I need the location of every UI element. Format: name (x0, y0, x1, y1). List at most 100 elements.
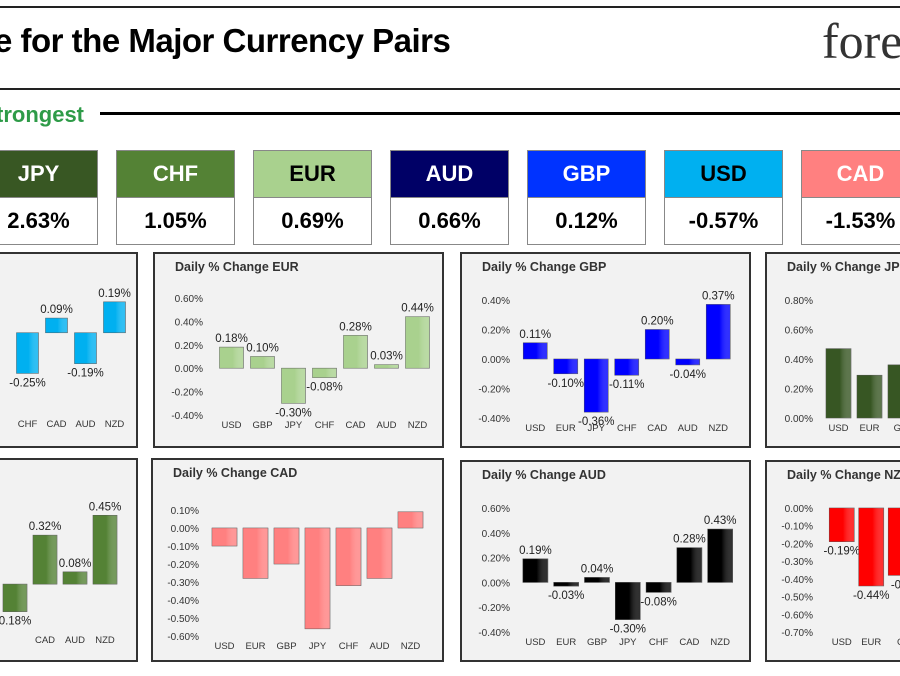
data-label: -0.10% (548, 378, 584, 390)
bar-shine (707, 529, 733, 583)
chart-panel-gbp: 0.40% 0.20% 0.00% -0.20% -0.40% 0.11% USD -0.10… (460, 252, 751, 448)
ranking-code: CHF (117, 151, 234, 197)
x-tick-label: NZD (105, 419, 125, 430)
ranking-value: 1.05% (117, 197, 234, 244)
chart-cad: 0.10% 0.00% -0.10% -0.20% -0.30% -0.40% -0.50%… (167, 506, 424, 652)
x-tick-label: CAD (679, 637, 699, 648)
x-tick-label: JPY (309, 641, 327, 652)
y-tick-label: 0.40% (482, 529, 510, 540)
ranking-box-jpy: JPY 2.63% (0, 150, 98, 245)
data-label: -0.03% (548, 590, 584, 602)
ranking-code: JPY (0, 151, 97, 197)
x-tick-label: GBP (276, 641, 296, 652)
x-tick-label: JPY (285, 420, 303, 431)
data-label: 0.18% (0, 616, 31, 628)
data-label: -0.04% (670, 369, 706, 381)
y-tick-label: 0.60% (175, 294, 203, 305)
chart-panel-cad: 0.10% 0.00% -0.10% -0.20% -0.30% -0.40% -0.50%… (151, 458, 444, 662)
y-tick-label: -0.30% (167, 578, 199, 589)
data-label: 0.03% (370, 351, 403, 363)
data-label: -0.11% (609, 379, 645, 391)
x-tick-label: EUR (859, 423, 879, 434)
y-tick-label: 0.00% (785, 504, 813, 515)
x-tick-label: NZD (408, 420, 428, 431)
chart-eur: 0.60% 0.40% 0.20% 0.00% -0.20% -0.40% 0.18% USD… (171, 294, 434, 431)
bar-shine (405, 316, 430, 369)
data-label: 0.11% (519, 329, 551, 341)
page-title: e for the Major Currency Pairs (0, 22, 451, 59)
x-tick-label: EUR (556, 423, 576, 434)
y-tick-label: -0.10% (167, 542, 199, 553)
y-tick-label: -0.50% (167, 614, 199, 625)
ranking-box-cad: CAD -1.53% (801, 150, 900, 245)
y-tick-label: 0.20% (785, 385, 813, 396)
x-tick-label: NZD (708, 423, 728, 434)
x-tick-label: USD (828, 423, 848, 434)
x-tick-label: AUD (75, 419, 95, 430)
bar-shine (646, 582, 672, 593)
bar-shine (374, 364, 399, 369)
bar-shine (367, 528, 392, 579)
data-label: 0.44% (401, 303, 434, 315)
bar-shine (16, 332, 39, 374)
bar-shine (584, 359, 609, 413)
y-tick-label: -0.20% (167, 560, 199, 571)
x-tick-label: CHF (339, 641, 359, 652)
y-tick-label: 0.00% (482, 578, 510, 589)
bar-shine (553, 582, 579, 587)
chart-title: Daily % Change CAD (173, 466, 298, 480)
x-tick-label: AUD (369, 641, 389, 652)
data-label: 0.04% (581, 563, 614, 575)
bar-shine (312, 368, 337, 378)
ranking-value: -1.53% (802, 197, 900, 244)
ranking-value: 0.12% (528, 197, 645, 244)
x-tick-label: USD (214, 641, 234, 652)
ranking-box-eur: EUR 0.69% (253, 150, 372, 245)
y-tick-label: -0.50% (781, 593, 813, 604)
data-label: 0.19% (519, 545, 552, 557)
x-tick-label: G (897, 637, 900, 648)
y-tick-label: -0.40% (171, 411, 203, 422)
y-tick-label: -0.20% (478, 385, 510, 396)
bar-shine (675, 359, 700, 365)
brand-logo: fore (822, 13, 900, 69)
x-tick-label: EUR (245, 641, 265, 652)
chart-panel-nzd: 0.00% -0.10% -0.20% -0.30% -0.40% -0.50% -0.60… (765, 460, 900, 662)
x-tick-label: CHF (18, 419, 38, 430)
bar-shine (212, 528, 237, 546)
bar-shine (63, 571, 87, 585)
y-tick-label: -0.60% (781, 610, 813, 621)
x-tick-label: GB (894, 423, 900, 434)
bar-shine (33, 535, 57, 585)
ranking-box-chf: CHF 1.05% (116, 150, 235, 245)
ranking-box-aud: AUD 0.66% (390, 150, 509, 245)
divider-rule (100, 112, 900, 115)
bar-shine (614, 359, 639, 376)
data-label: -0.30% (275, 407, 311, 419)
y-tick-label: -0.20% (171, 388, 203, 399)
y-tick-label: 0.40% (785, 355, 813, 366)
x-tick-label: GBP (252, 420, 272, 431)
x-tick-label: CAD (35, 635, 55, 646)
x-tick-label: CAD (46, 419, 66, 430)
bar-shine (45, 318, 68, 333)
y-tick-label: 0.00% (482, 355, 510, 366)
ranking-value: 0.69% (254, 197, 371, 244)
data-label: 0.19% (98, 288, 131, 300)
x-tick-label: CHF (649, 637, 669, 648)
bar-shine (74, 332, 97, 364)
x-tick-label: CHF (617, 423, 637, 434)
chart-panel-usd: -0.25% CHF 0.09% CAD -0.19% AUD 0.19% NZD (0, 252, 138, 448)
ranking-box-usd: USD -0.57% (664, 150, 783, 245)
chart-chf: 0.18% 0.32% CAD 0.08% AUD 0.45% NZD (0, 501, 121, 646)
y-tick-label: -0.20% (781, 539, 813, 550)
bar-shine (343, 335, 368, 369)
ranking-box-gbp: GBP 0.12% (527, 150, 646, 245)
x-tick-label: USD (525, 423, 545, 434)
bar-shine (706, 304, 731, 359)
y-tick-label: 0.00% (171, 524, 199, 535)
data-label: 0.28% (673, 534, 706, 546)
bar-shine (645, 329, 670, 359)
bar-shine (3, 584, 27, 612)
y-tick-label: 0.40% (482, 296, 510, 307)
